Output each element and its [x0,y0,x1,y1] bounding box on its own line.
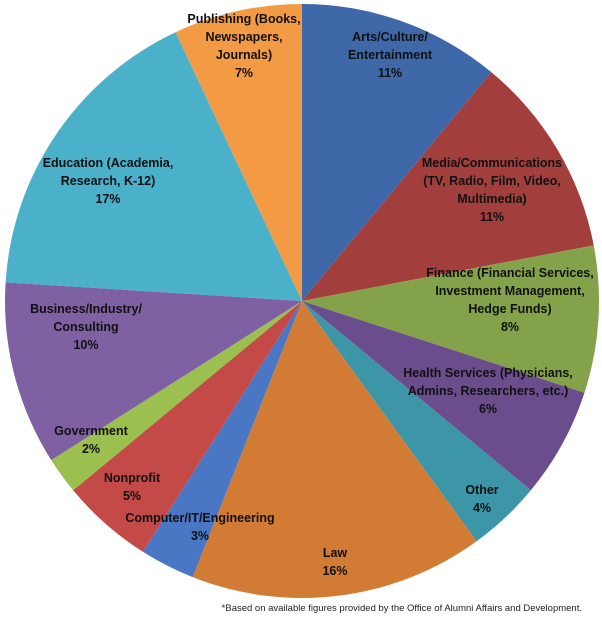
footnote: *Based on available figures provided by … [221,603,582,614]
pie-slice [302,301,531,542]
slice-label: Arts/Culture/Entertainment 11% [348,30,433,80]
slice-name-label: Health Services (Physicians, [403,366,573,380]
slice-name-label: Business/Industry/ [30,302,142,316]
slice-name-label: Journals) [216,48,272,62]
slice-label: Government 2% [54,424,128,456]
slice-value-label: 8% [501,320,519,334]
pie-slice [5,32,303,302]
slice-label: Nonprofit 5% [104,471,161,503]
slice-value-label: 11% [378,66,402,80]
slice-name-label: Other [465,483,498,497]
pie-slice [192,301,477,598]
slice-name-label: Hedge Funds) [468,302,551,316]
slice-name-label: Newspapers, [205,30,282,44]
slice-value-label: 10% [73,338,98,352]
pie-labels: Arts/Culture/Entertainment 11%Media/Commu… [30,12,594,578]
slice-name-label: Admins, Researchers, etc.) [408,384,569,398]
pie-slice [73,301,302,552]
slice-label: Law 16% [322,546,347,578]
slice-name-label: (TV, Radio, Film, Video, [423,174,561,188]
slice-name-label: Multimedia) [457,192,526,206]
pie-slice [302,301,585,491]
slice-label: Publishing (Books, Newspapers, Journals) 7% [187,12,300,80]
slice-name-label: Law [323,546,348,560]
slice-name-label: Finance (Financial Services, [426,266,593,280]
slice-name-label: Computer/IT/Engineering [125,511,274,525]
slice-name-label: Education (Academia, [43,156,174,170]
pie-slice [142,301,302,578]
slice-label: Computer/IT/Engineering 3% [125,511,274,543]
slice-value-label: 4% [473,501,491,515]
pie-slices [5,4,599,598]
pie-slice [302,72,594,301]
pie-slice [175,4,302,301]
slice-value-label: 2% [82,442,100,456]
slice-name-label: Entertainment [348,48,433,62]
slice-value-label: 6% [479,402,497,416]
pie-slice [51,301,303,491]
slice-label: Media/Communications (TV, Radio, Film, Vi… [422,156,562,224]
slice-name-label: Media/Communications [422,156,562,170]
slice-value-label: 3% [191,529,209,543]
slice-value-label: 16% [322,564,347,578]
pie-slice [302,245,599,393]
slice-name-label: Arts/Culture/ [352,30,428,44]
slice-label: Other 4% [465,483,498,515]
slice-name-label: Government [54,424,128,438]
slice-label: Business/Industry/Consulting 10% [30,302,142,352]
slice-value-label: 5% [123,489,141,503]
pie-slice [302,4,492,301]
pie-chart: Arts/Culture/Entertainment 11%Media/Commu… [5,4,599,598]
slice-name-label: Investment Management, [435,284,584,298]
slice-label: Finance (Financial Services, Investment M… [426,266,593,334]
slice-value-label: 11% [480,210,504,224]
slice-name-label: Research, K-12) [61,174,156,188]
slice-name-label: Consulting [53,320,118,334]
slice-name-label: Nonprofit [104,471,161,485]
slice-label: Education (Academia, Research, K-12) 17% [43,156,174,206]
slice-value-label: 17% [95,192,120,206]
slice-name-label: Publishing (Books, [187,12,300,26]
pie-slice [5,282,303,461]
slice-value-label: 7% [235,66,253,80]
slice-label: Health Services (Physicians, Admins, Rese… [403,366,573,416]
